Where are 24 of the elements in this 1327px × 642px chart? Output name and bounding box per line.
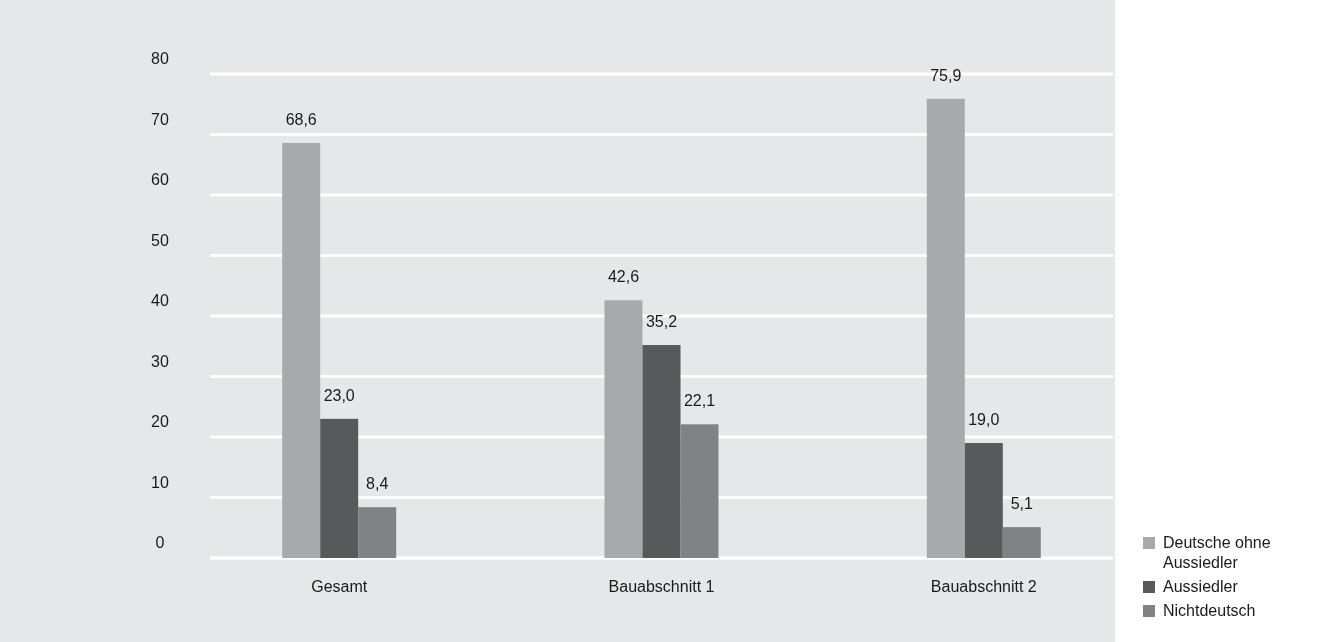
data-label: 68,6 — [285, 110, 317, 128]
y-tick-label: 70 — [151, 110, 169, 128]
y-tick-label: 50 — [151, 231, 169, 249]
legend-label: Deutsche ohne Aussiedler — [1163, 534, 1271, 571]
y-tick-label: 20 — [151, 413, 169, 431]
data-label: 19,0 — [968, 411, 1000, 429]
data-label: 35,2 — [645, 313, 678, 331]
data-label: 23,0 — [323, 386, 355, 404]
data-label: 75,9 — [930, 66, 962, 84]
legend-label: Nichtdeutsch — [1163, 602, 1256, 619]
data-label: 8,4 — [366, 475, 389, 493]
legend-label: Aussiedler — [1163, 578, 1239, 595]
data-label: 5,1 — [1010, 495, 1034, 513]
y-tick-label: 40 — [151, 292, 169, 310]
data-label: 42,6 — [607, 268, 640, 286]
x-tick-label: Gesamt — [311, 578, 368, 595]
y-tick-label: 60 — [151, 171, 169, 189]
data-label: 22,1 — [683, 392, 716, 410]
y-tick-label: 30 — [151, 352, 169, 370]
x-tick-label: Bauabschnitt 1 — [608, 578, 715, 595]
y-tick-label: 80 — [151, 50, 169, 68]
x-tick-label: Bauabschnitt 2 — [930, 578, 1037, 595]
y-tick-label: 10 — [151, 473, 169, 491]
y-tick-label: 0 — [155, 534, 165, 552]
